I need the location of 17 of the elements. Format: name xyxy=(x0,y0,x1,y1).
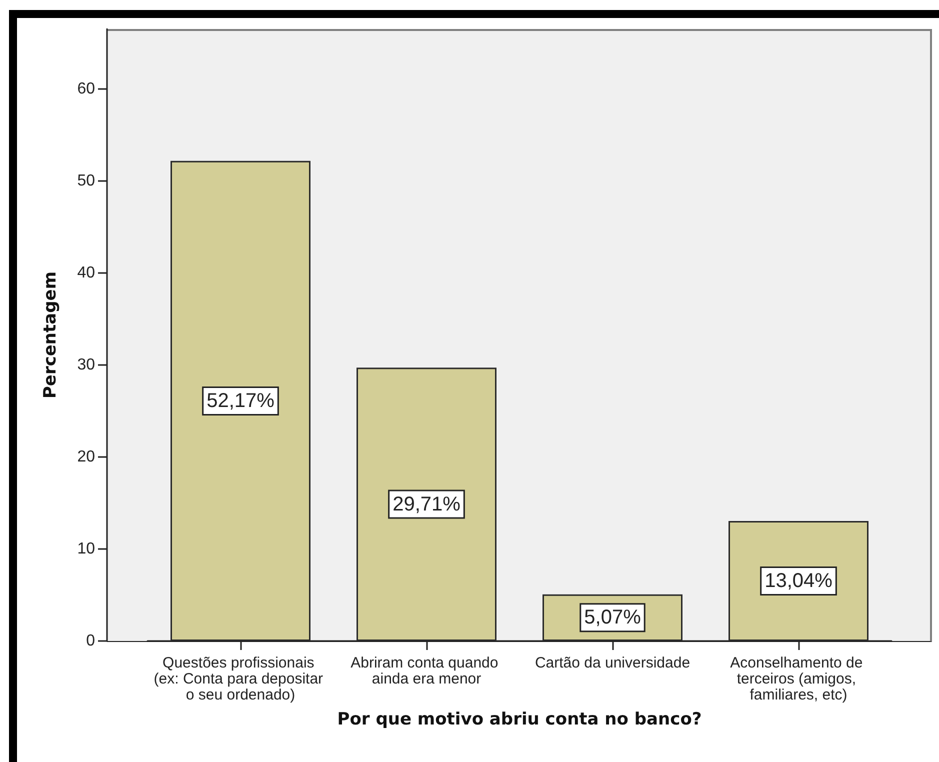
data-label: 29,71% xyxy=(392,493,461,516)
x-tick-label: Abriram conta quando ainda era menor xyxy=(350,654,502,688)
y-tick-label: 40 xyxy=(77,264,96,282)
data-label: 13,04% xyxy=(764,570,833,592)
y-tick-label: 20 xyxy=(77,448,96,466)
x-tick-label: Cartão da universidade xyxy=(534,654,690,672)
data-label: 5,07% xyxy=(584,606,642,629)
y-axis-title: Percentagem xyxy=(40,271,60,399)
y-tick-label: 50 xyxy=(77,172,96,190)
data-label: 52,17% xyxy=(206,390,275,412)
x-tick-label: Questões profissionais (ex: Conta para depositar o seu ordenado) xyxy=(154,654,328,704)
y-tick-label: 10 xyxy=(77,540,96,558)
y-tick-label: 30 xyxy=(77,356,96,374)
x-axis-title: Por que motivo abriu conta no banco? xyxy=(337,710,702,730)
x-tick-label: Aconselhamento de terceiros (amigos, familiares, etc) xyxy=(730,654,867,704)
y-tick-label: 0 xyxy=(86,632,96,650)
y-tick-label: 60 xyxy=(77,80,96,98)
